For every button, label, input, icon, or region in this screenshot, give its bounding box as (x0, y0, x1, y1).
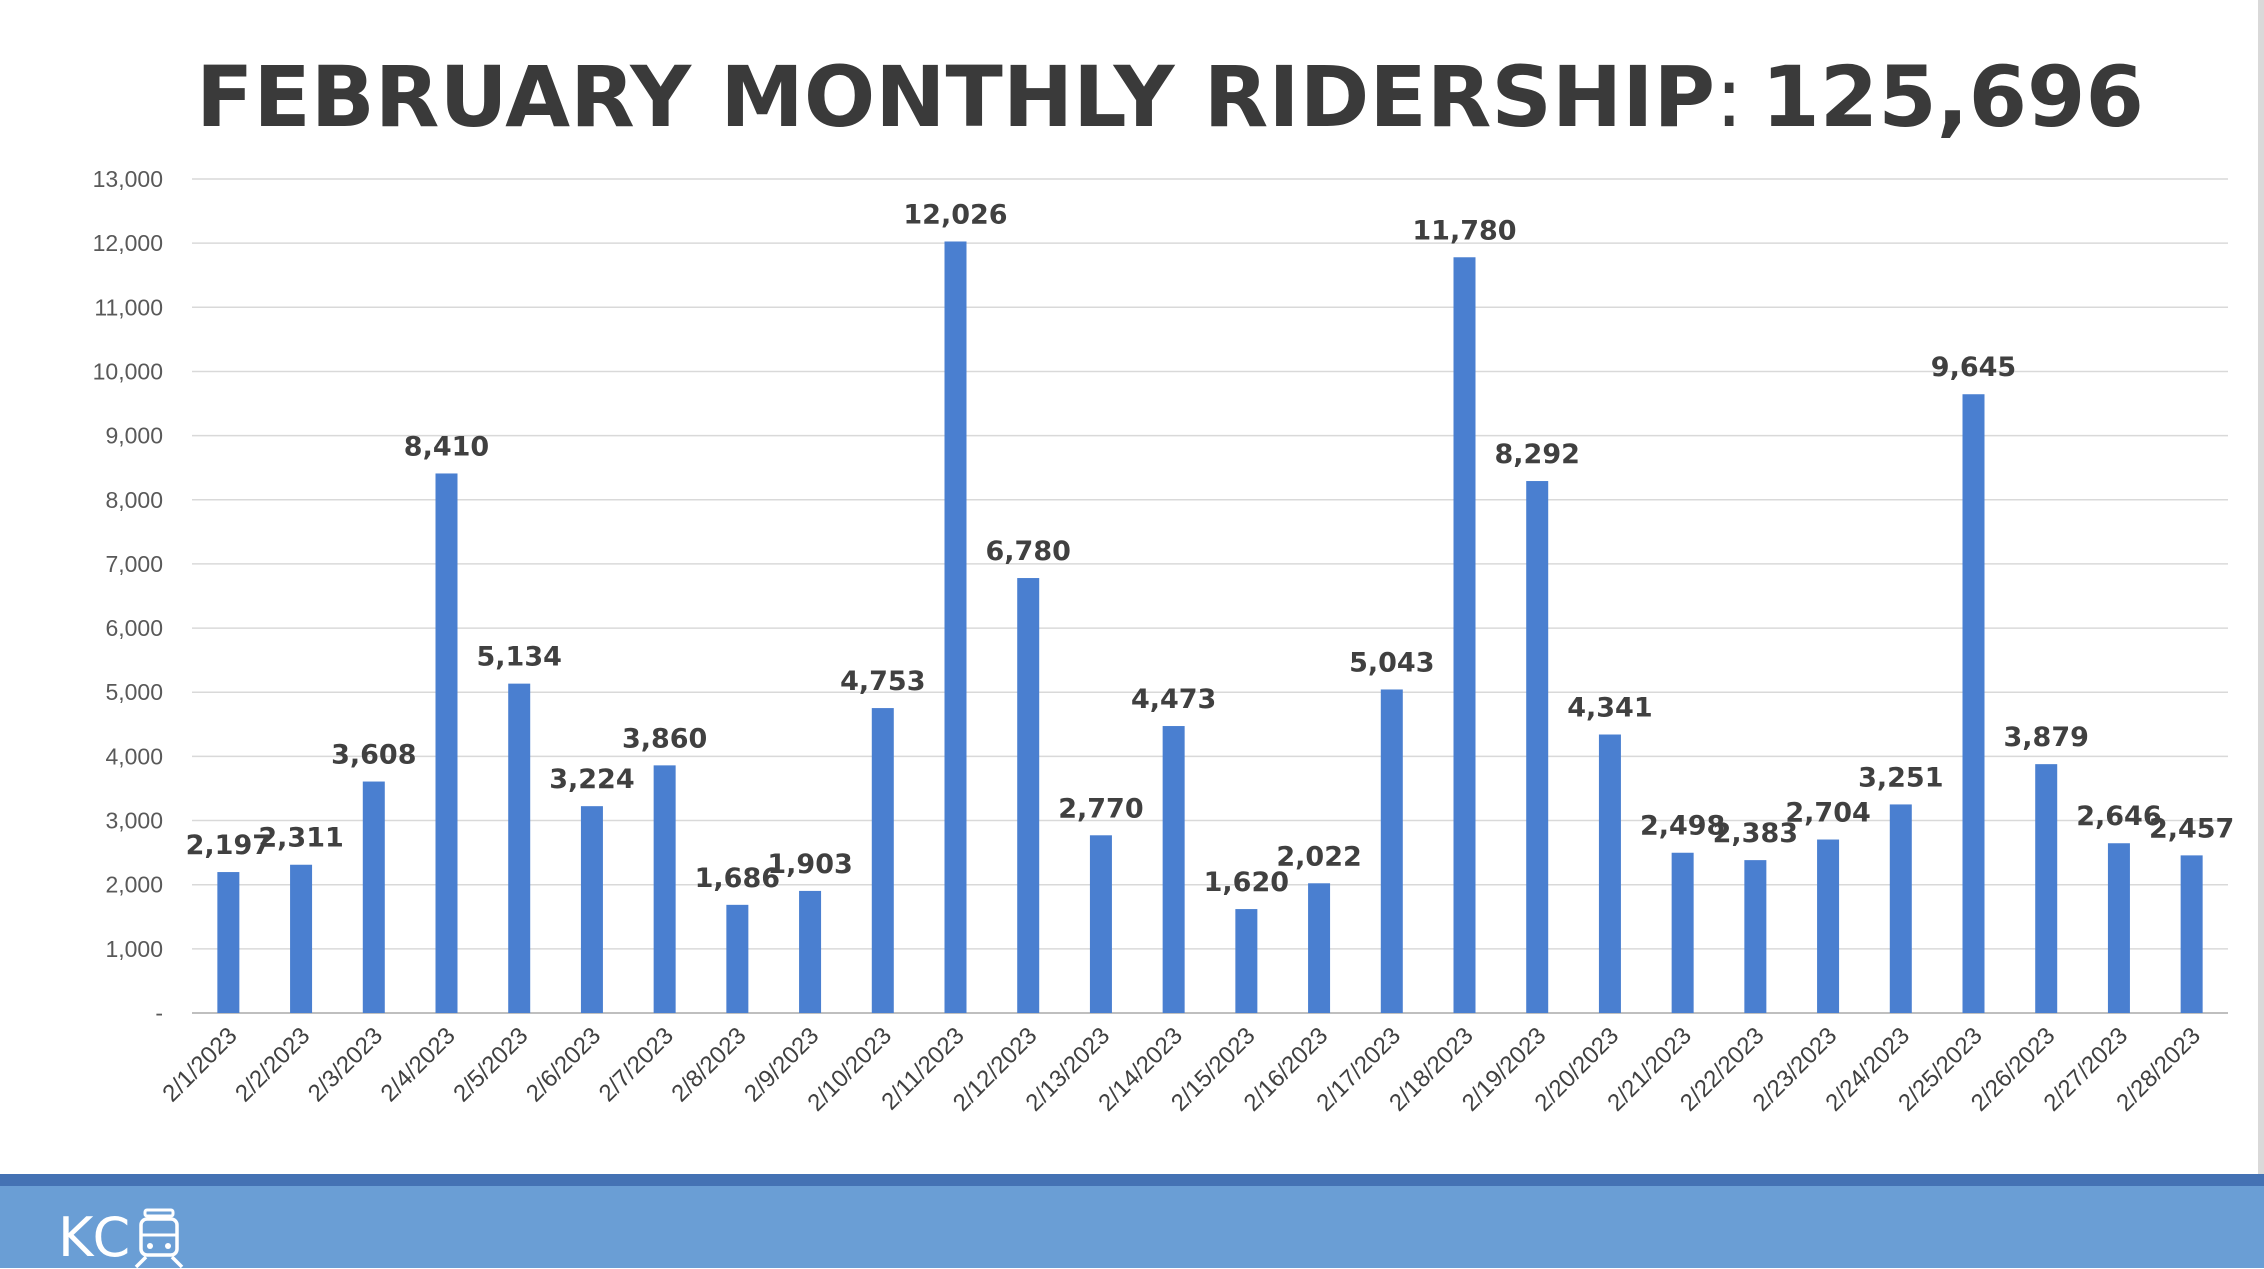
bar (217, 872, 240, 1013)
bar (1089, 835, 1112, 1013)
bar (799, 890, 822, 1013)
x-axis: 2/1/20232/2/20232/3/20232/4/20232/5/2023… (157, 1022, 2205, 1117)
x-tick-label: 2/1/2023 (157, 1022, 242, 1107)
bar (2180, 855, 2203, 1013)
bar (1235, 909, 1258, 1013)
data-label: 4,341 (1567, 693, 1652, 724)
title-separator: : (1715, 48, 1743, 146)
bar (290, 864, 313, 1013)
bar (1380, 689, 1403, 1013)
y-tick-label: 1,000 (105, 936, 163, 962)
y-axis: - 1,000 2,000 3,000 4,000 5,000 6,000 7,000 8,00… (93, 166, 163, 1026)
y-tick-label: 4,000 (105, 743, 163, 769)
streetcar-icon (134, 1208, 184, 1269)
data-label: 2,022 (1276, 841, 1361, 872)
title-main: FEBRUARY MONTHLY RIDERSHIP (196, 48, 1715, 146)
data-label: 3,860 (622, 723, 707, 754)
data-label: 3,224 (549, 764, 634, 795)
data-label: 2,498 (1640, 811, 1725, 842)
data-label: 3,879 (2004, 722, 2089, 753)
data-label: 2,311 (258, 823, 343, 854)
x-tick-label: 2/7/2023 (594, 1022, 679, 1107)
data-label: 2,704 (1785, 798, 1870, 829)
slide-title: FEBRUARY MONTHLY RIDERSHIP: 125,696 (196, 48, 2144, 146)
bar (1162, 726, 1185, 1013)
gridlines (192, 178, 2228, 1014)
y-tick-label: 11,000 (94, 294, 163, 320)
bar (580, 806, 603, 1013)
y-tick-label: 7,000 (105, 551, 163, 577)
data-label: 2,383 (1713, 818, 1798, 849)
bar (653, 765, 676, 1013)
data-label: 2,457 (2149, 813, 2234, 844)
chart: FEBRUARY MONTHLY RIDERSHIP: 125,696 - 1,00… (93, 48, 2235, 1117)
bar (435, 473, 458, 1013)
x-tick-label: 2/4/2023 (376, 1022, 461, 1107)
data-label: 1,686 (695, 863, 780, 894)
data-label: 8,410 (404, 431, 489, 462)
y-tick-label: 2,000 (105, 872, 163, 898)
bar (1744, 860, 1767, 1013)
bar (726, 904, 749, 1013)
bar (1671, 852, 1694, 1013)
bar (1962, 394, 1985, 1013)
data-label: 8,292 (1495, 439, 1580, 470)
bar (1453, 257, 1476, 1013)
data-label: 2,197 (186, 830, 271, 861)
bar (2035, 764, 2058, 1013)
bar (1817, 839, 1840, 1013)
y-tick-label: 8,000 (105, 487, 163, 513)
data-label: 2,770 (1058, 793, 1143, 824)
data-label: 12,026 (903, 199, 1007, 230)
data-label: 5,043 (1349, 647, 1434, 678)
y-tick-label: 12,000 (93, 230, 163, 256)
data-label: 4,473 (1131, 684, 1216, 715)
y-tick-label: 6,000 (105, 615, 163, 641)
x-tick-label: 2/3/2023 (303, 1022, 388, 1107)
title-total: 125,696 (1761, 48, 2144, 146)
y-tick-label: 13,000 (93, 166, 163, 192)
data-label: 6,780 (986, 536, 1071, 567)
data-label: 9,645 (1931, 352, 2016, 383)
x-tick-label: 2/2/2023 (230, 1022, 315, 1107)
y-tick-label: 9,000 (105, 423, 163, 449)
logo: KC (58, 1206, 186, 1269)
data-label: 4,753 (840, 666, 925, 697)
bar (508, 683, 531, 1013)
bar (1017, 578, 1040, 1013)
data-label: 5,134 (477, 642, 562, 673)
y-tick-label: 3,000 (105, 808, 163, 834)
slide-edge (2258, 0, 2264, 1174)
data-label: 1,903 (767, 849, 852, 880)
bar (944, 241, 967, 1013)
data-label: 1,620 (1204, 867, 1289, 898)
y-tick-label: - (155, 1000, 163, 1026)
x-tick-label: 2/6/2023 (521, 1022, 606, 1107)
logo-text: KC (58, 1206, 133, 1269)
bar (871, 708, 894, 1013)
bar (1598, 734, 1621, 1013)
bar (1889, 804, 1912, 1013)
data-label: 11,780 (1412, 215, 1516, 246)
x-tick-label: 2/5/2023 (448, 1022, 533, 1107)
data-label: 2,646 (2076, 801, 2161, 832)
y-tick-label: 5,000 (105, 679, 163, 705)
footer-bar: KC (0, 1174, 2264, 1269)
y-tick-label: 10,000 (93, 358, 163, 384)
bar (1526, 481, 1549, 1013)
bar (362, 781, 385, 1013)
data-label: 3,251 (1858, 762, 1943, 793)
bar (2107, 843, 2130, 1013)
bars (217, 241, 2203, 1013)
data-label: 3,608 (331, 740, 416, 771)
bar (1308, 883, 1331, 1013)
x-tick-label: 2/8/2023 (666, 1022, 751, 1107)
